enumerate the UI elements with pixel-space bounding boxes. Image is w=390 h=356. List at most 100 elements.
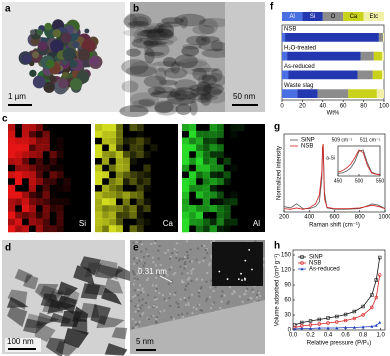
noise (141, 298, 144, 301)
eds-pixel (202, 151, 210, 159)
noise (183, 263, 186, 266)
eds-pixel (35, 124, 43, 132)
eds-pixel (230, 124, 238, 132)
bar-segment (287, 51, 361, 61)
particle (46, 28, 56, 38)
eds-pixel (108, 130, 117, 138)
eds-pixel (95, 205, 103, 213)
eds-pixel (136, 144, 144, 152)
tem-edge (225, 2, 265, 112)
noise (140, 259, 143, 262)
noise (206, 297, 209, 300)
eds-pixel (182, 178, 190, 186)
series-line (337, 149, 381, 176)
flake (104, 343, 128, 356)
eds-pixel (35, 137, 43, 145)
noise (158, 292, 161, 295)
bar-segment (317, 89, 349, 98)
flake (79, 256, 102, 276)
category-label: NSB (284, 27, 296, 33)
grain (201, 74, 218, 86)
eds-pixel (49, 151, 57, 159)
eds-pixel (129, 205, 137, 213)
x-tick-label: 550 (376, 178, 385, 184)
eds-pixel (56, 171, 64, 179)
noise (155, 284, 158, 287)
noise (214, 286, 217, 289)
noise (190, 260, 193, 263)
eds-pixel (202, 198, 210, 206)
noise (138, 320, 141, 323)
eds-pixel (35, 157, 43, 165)
eds-pixel (35, 164, 43, 172)
noise (154, 289, 157, 292)
noise (250, 297, 253, 300)
noise (131, 318, 134, 321)
eds-pixel (42, 191, 50, 199)
noise (210, 279, 213, 282)
noise (165, 299, 168, 302)
panel-letter: e (133, 243, 139, 254)
eds-pixel (195, 164, 204, 172)
eds-pixel (216, 178, 224, 186)
eds-pixel (202, 225, 210, 233)
bar-segment (282, 89, 298, 98)
flake (103, 278, 124, 294)
scale-bar-label: 1 µm (8, 92, 26, 101)
noise (183, 267, 186, 270)
noise (136, 272, 139, 275)
eds-pixel (143, 218, 151, 226)
eds-pixel (209, 130, 217, 138)
noise (133, 289, 136, 292)
noise (132, 271, 135, 274)
fft-spot (244, 278, 246, 281)
noise (206, 252, 209, 255)
noise (254, 240, 257, 243)
eds-pixel (21, 124, 30, 132)
eds-pixel (56, 137, 64, 145)
noise (188, 260, 191, 263)
noise (176, 251, 179, 254)
legend-label: Etc (369, 14, 378, 20)
eds-pixel (14, 164, 23, 172)
noise (185, 240, 188, 243)
legend-swatch (302, 12, 323, 21)
noise (246, 287, 249, 290)
grain (186, 35, 207, 46)
eds-pixel (182, 137, 190, 145)
eds-pixel (95, 211, 103, 219)
noise (147, 294, 150, 297)
noise (136, 288, 139, 291)
x-tick-label: 60 (340, 104, 347, 110)
flake (40, 293, 61, 309)
eds-pixel (136, 124, 144, 132)
eds-pixel (56, 184, 64, 192)
plot-frame (281, 24, 385, 101)
x-axis-label: Relative pressure (P/P₀) (307, 341, 372, 347)
eds-pixel (209, 218, 217, 226)
noise (157, 257, 160, 260)
noise (197, 247, 200, 250)
scale-bar-label: 50 nm (233, 92, 256, 101)
eds-pixel (28, 171, 36, 179)
eds-pixel (21, 171, 30, 179)
noise (185, 303, 188, 306)
eds-pixel (14, 225, 23, 233)
eds-pixel (21, 130, 30, 138)
noise (189, 248, 192, 251)
noise (208, 262, 211, 265)
noise (172, 317, 175, 320)
bar-segment (285, 33, 379, 42)
flake (45, 337, 66, 356)
eds-pixel (14, 137, 23, 145)
eds-pixel (28, 144, 36, 152)
y-tick-label: 0 (288, 328, 292, 334)
grain (188, 84, 214, 92)
eds-pixel (14, 191, 23, 199)
data-point (374, 295, 378, 300)
noise (188, 296, 191, 299)
flake (23, 274, 39, 290)
flake (55, 340, 78, 356)
noise (170, 266, 173, 269)
eds-pixel (115, 164, 123, 172)
